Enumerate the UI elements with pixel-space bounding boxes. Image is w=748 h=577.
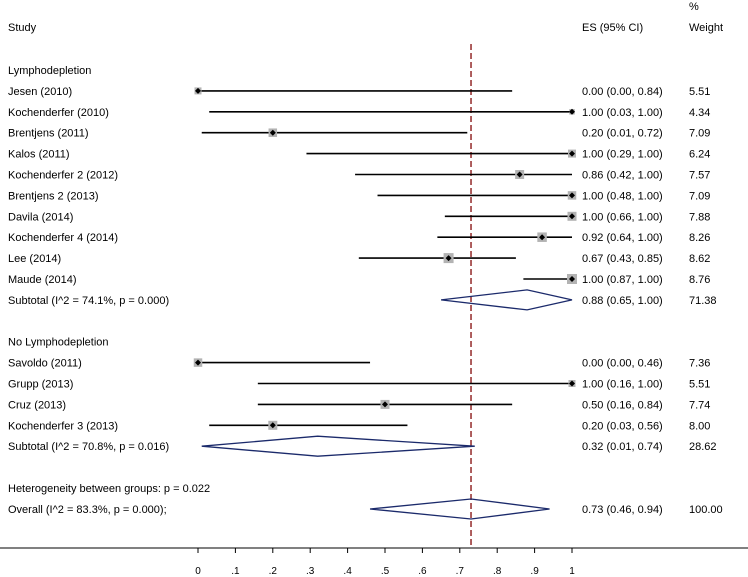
x-tick-label: .7 (456, 566, 465, 577)
group-label: Lymphodepletion (8, 65, 91, 77)
x-tick-label: .2 (269, 566, 278, 577)
weight-value: 5.51 (689, 86, 710, 98)
point-estimate (569, 150, 575, 157)
x-tick-label: .8 (493, 566, 502, 577)
subtotal-weight: 71.38 (689, 295, 717, 307)
point-estimate (516, 171, 523, 178)
weight-value: 6.24 (689, 149, 710, 161)
es-ci-value: 0.67 (0.43, 0.85) (582, 253, 663, 265)
study-label: Brentjens (2011) (8, 128, 89, 140)
point-estimate (569, 213, 575, 220)
study-label: Kochenderfer 4 (2014) (8, 232, 118, 244)
subtotal-es-ci: 0.88 (0.65, 1.00) (582, 295, 663, 307)
study-label: Kochenderfer 2 (2012) (8, 170, 118, 182)
study-label: Savoldo (2011) (8, 358, 82, 370)
overall-diamond (369, 498, 550, 520)
study-header: Study (8, 22, 37, 34)
subtotal-weight: 28.62 (689, 441, 717, 453)
subtotal-label: Subtotal (I^2 = 70.8%, p = 0.016) (8, 441, 169, 453)
es-ci-value: 0.20 (0.03, 0.56) (582, 420, 663, 432)
x-tick-label: .6 (418, 566, 427, 577)
point-estimate (539, 234, 546, 241)
weight-header: Weight (689, 22, 723, 34)
es-ci-value: 1.00 (0.16, 1.00) (582, 379, 663, 391)
x-tick-label: 1 (569, 566, 575, 577)
study-label: Brentjens 2 (2013) (8, 190, 99, 202)
weight-value: 8.76 (689, 274, 710, 286)
weight-value: 8.62 (689, 253, 710, 265)
weight-value: 7.09 (689, 128, 710, 140)
x-tick-label: 0 (195, 566, 201, 577)
weight-value: 4.34 (689, 107, 710, 119)
weight-value: 5.51 (689, 379, 710, 391)
study-label: Jesen (2010) (8, 86, 72, 98)
point-estimate (382, 401, 388, 408)
es-ci-value: 0.50 (0.16, 0.84) (582, 399, 663, 411)
es-ci-value: 0.00 (0.00, 0.84) (582, 86, 663, 98)
point-estimate (445, 255, 452, 262)
point-estimate (569, 192, 575, 199)
subtotal-es-ci: 0.32 (0.01, 0.74) (582, 441, 663, 453)
study-label: Maude (2014) (8, 274, 77, 286)
overall-es-ci: 0.73 (0.46, 0.94) (582, 504, 663, 516)
point-estimate (195, 87, 201, 94)
study-label: Kochenderfer (2010) (8, 107, 109, 119)
es-ci-value: 0.00 (0.00, 0.46) (582, 358, 663, 370)
weight-value: 7.57 (689, 170, 710, 182)
point-estimate (269, 129, 276, 136)
overall-label: Overall (I^2 = 83.3%, p = 0.000); (8, 504, 167, 516)
overall-weight: 100.00 (689, 504, 723, 516)
x-tick-label: .1 (231, 566, 240, 577)
es-ci-value: 1.00 (0.48, 1.00) (582, 190, 663, 202)
es-ci-value: 0.20 (0.01, 0.72) (582, 128, 663, 140)
study-label: Grupp (2013) (8, 379, 73, 391)
point-estimate (269, 422, 276, 429)
es-ci-value: 1.00 (0.29, 1.00) (582, 149, 663, 161)
x-tick-label: .9 (530, 566, 539, 577)
study-label: Cruz (2013) (8, 399, 66, 411)
weight-header-top: % (689, 1, 699, 13)
x-tick-label: .3 (306, 566, 315, 577)
point-estimate (569, 380, 575, 387)
study-label: Kalos (2011) (8, 149, 70, 161)
weight-value: 8.26 (689, 232, 710, 244)
weight-value: 8.00 (689, 420, 710, 432)
group-label: No Lymphodepletion (8, 337, 109, 349)
weight-value: 7.36 (689, 358, 710, 370)
es-header: ES (95% CI) (582, 22, 643, 34)
es-ci-value: 1.00 (0.03, 1.00) (582, 107, 663, 119)
point-estimate (569, 108, 575, 115)
es-ci-value: 0.92 (0.64, 1.00) (582, 232, 663, 244)
es-ci-value: 0.86 (0.42, 1.00) (582, 170, 663, 182)
heterogeneity-label: Heterogeneity between groups: p = 0.022 (8, 483, 210, 495)
weight-value: 7.88 (689, 211, 710, 223)
point-estimate (195, 359, 201, 366)
study-label: Lee (2014) (8, 253, 61, 265)
subtotal-label: Subtotal (I^2 = 74.1%, p = 0.000) (8, 295, 169, 307)
study-label: Kochenderfer 3 (2013) (8, 420, 118, 432)
weight-value: 7.74 (689, 399, 710, 411)
point-estimate (569, 276, 575, 282)
es-ci-value: 1.00 (0.66, 1.00) (582, 211, 663, 223)
es-ci-value: 1.00 (0.87, 1.00) (582, 274, 663, 286)
subtotal-diamond (441, 289, 573, 311)
study-label: Davila (2014) (8, 211, 73, 223)
x-tick-label: .5 (381, 566, 390, 577)
x-tick-label: .4 (343, 566, 352, 577)
weight-value: 7.09 (689, 190, 710, 202)
subtotal-diamond (201, 435, 475, 457)
